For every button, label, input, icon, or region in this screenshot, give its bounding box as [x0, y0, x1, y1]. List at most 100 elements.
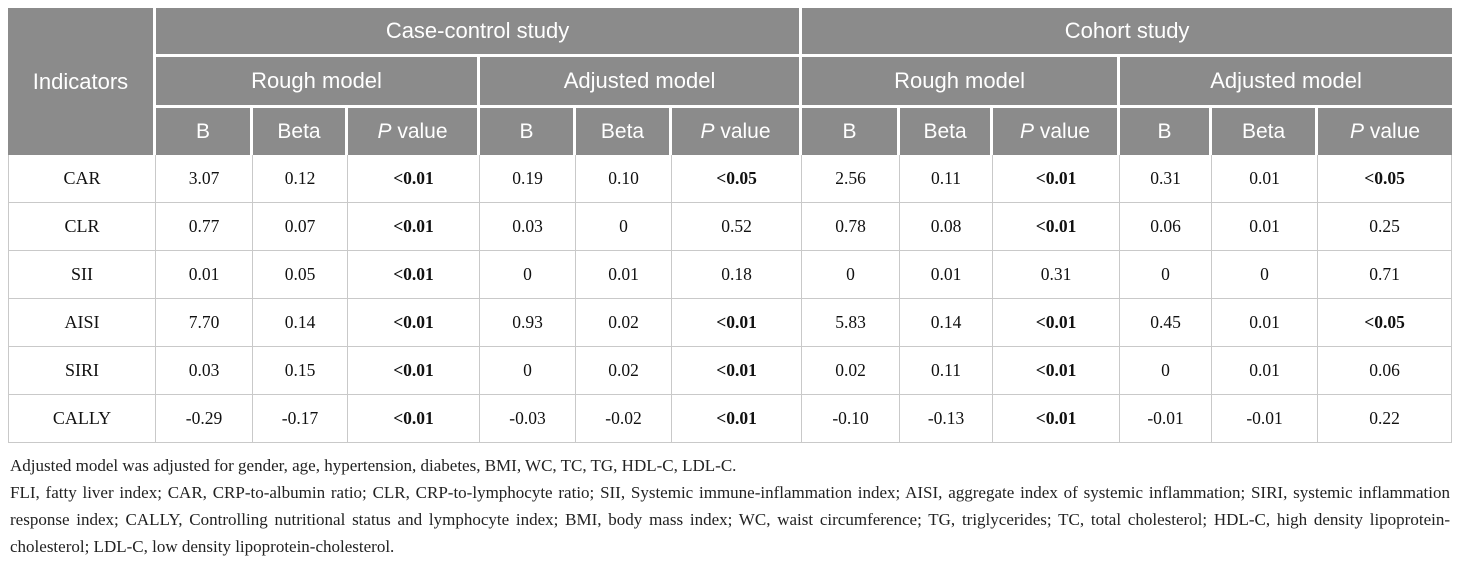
value-cell: 0.06 [1120, 203, 1213, 251]
header-p-value: P value [1318, 108, 1453, 155]
value-cell: 0.93 [480, 299, 576, 347]
value-cell: -0.13 [900, 395, 994, 443]
value-cell: 0.19 [480, 155, 576, 203]
value-cell: <0.01 [993, 395, 1121, 443]
value-cell: 0.01 [576, 251, 672, 299]
value-cell: 0.01 [1212, 347, 1319, 395]
value-cell: 0.08 [900, 203, 994, 251]
header-cohort-adjusted-model: Adjusted model [1120, 57, 1453, 108]
value-cell: <0.01 [348, 251, 480, 299]
value-cell: 0.25 [1318, 203, 1453, 251]
value-cell: 0.01 [1212, 203, 1319, 251]
table-body: CAR 3.07 0.12 <0.01 0.19 0.10 <0.05 2.56 0.11 <0.… [8, 155, 1453, 443]
value-cell: <0.05 [1318, 299, 1453, 347]
value-cell: <0.05 [1318, 155, 1453, 203]
value-cell: -0.01 [1212, 395, 1319, 443]
value-cell: 0.18 [672, 251, 803, 299]
value-cell: <0.01 [672, 299, 803, 347]
value-cell: <0.01 [672, 395, 803, 443]
table-row: CALLY -0.29 -0.17 <0.01 -0.03 -0.02 <0.01 -0.10… [8, 395, 1453, 443]
value-cell: <0.01 [348, 155, 480, 203]
row-indicator: AISI [8, 299, 156, 347]
value-cell: 0.11 [900, 347, 994, 395]
value-cell: <0.05 [672, 155, 803, 203]
value-cell: -0.29 [156, 395, 253, 443]
footnote-adjustment: Adjusted model was adjusted for gender, … [10, 456, 737, 475]
value-cell: 0.01 [900, 251, 994, 299]
value-cell: 0.07 [253, 203, 348, 251]
value-cell: 7.70 [156, 299, 253, 347]
value-cell: -0.10 [802, 395, 901, 443]
header-row-models: Rough model Adjusted model Rough model A… [8, 57, 1453, 108]
value-cell: 0.02 [576, 299, 672, 347]
header-cohort-rough-model: Rough model [802, 57, 1121, 108]
value-cell: 0 [1212, 251, 1319, 299]
row-indicator: SIRI [8, 347, 156, 395]
value-cell: <0.01 [993, 347, 1121, 395]
value-cell: 0.31 [1120, 155, 1213, 203]
value-cell: 0.45 [1120, 299, 1213, 347]
header-p-value: P value [672, 108, 803, 155]
header-b: B [156, 108, 253, 155]
value-cell: 0.03 [480, 203, 576, 251]
value-cell: <0.01 [348, 395, 480, 443]
table-row: SIRI 0.03 0.15 <0.01 0 0.02 <0.01 0.02 0.11 <0.01… [8, 347, 1453, 395]
value-cell: 0 [480, 251, 576, 299]
value-cell: 0.22 [1318, 395, 1453, 443]
value-cell: <0.01 [348, 203, 480, 251]
row-indicator: CAR [8, 155, 156, 203]
header-cohort-study: Cohort study [802, 8, 1453, 57]
value-cell: <0.01 [993, 155, 1121, 203]
value-cell: 0.31 [993, 251, 1121, 299]
header-cc-adjusted-model: Adjusted model [480, 57, 803, 108]
table-row: SII 0.01 0.05 <0.01 0 0.01 0.18 0 0.01 0.31 0 0 0.71 [8, 251, 1453, 299]
value-cell: 0.01 [156, 251, 253, 299]
header-beta: Beta [576, 108, 672, 155]
value-cell: 0.11 [900, 155, 994, 203]
value-cell: 0 [1120, 347, 1213, 395]
value-cell: 0.10 [576, 155, 672, 203]
table-row: CAR 3.07 0.12 <0.01 0.19 0.10 <0.05 2.56 0.11 <0.… [8, 155, 1453, 203]
value-cell: <0.01 [993, 203, 1121, 251]
value-cell: 0.12 [253, 155, 348, 203]
value-cell: -0.17 [253, 395, 348, 443]
header-beta: Beta [253, 108, 348, 155]
footnote-abbreviations: FLI, fatty liver index; CAR, CRP-to-albu… [10, 483, 1450, 556]
row-indicator: CALLY [8, 395, 156, 443]
table-row: CLR 0.77 0.07 <0.01 0.03 0 0.52 0.78 0.08 <0.01 0.… [8, 203, 1453, 251]
header-row-stats: B Beta P value B Beta P value B Beta P v… [8, 108, 1453, 155]
table-row: AISI 7.70 0.14 <0.01 0.93 0.02 <0.01 5.83 0.14 <0… [8, 299, 1453, 347]
value-cell: 0 [1120, 251, 1213, 299]
header-b: B [1120, 108, 1213, 155]
value-cell: 0.52 [672, 203, 803, 251]
value-cell: 0.15 [253, 347, 348, 395]
value-cell: <0.01 [672, 347, 803, 395]
row-indicator: CLR [8, 203, 156, 251]
value-cell: <0.01 [348, 299, 480, 347]
row-indicator: SII [8, 251, 156, 299]
value-cell: 0.14 [900, 299, 994, 347]
value-cell: 0.01 [1212, 299, 1319, 347]
value-cell: 5.83 [802, 299, 901, 347]
header-p-value: P value [993, 108, 1121, 155]
value-cell: 0 [802, 251, 901, 299]
value-cell: 0.78 [802, 203, 901, 251]
value-cell: 0.01 [1212, 155, 1319, 203]
value-cell: <0.01 [348, 347, 480, 395]
value-cell: 0.71 [1318, 251, 1453, 299]
value-cell: 0 [480, 347, 576, 395]
footnotes: Adjusted model was adjusted for gender, … [8, 452, 1452, 560]
value-cell: 0.02 [802, 347, 901, 395]
value-cell: <0.01 [993, 299, 1121, 347]
header-p-value: P value [348, 108, 480, 155]
value-cell: -0.02 [576, 395, 672, 443]
header-case-control-study: Case-control study [156, 8, 803, 57]
header-cc-rough-model: Rough model [156, 57, 480, 108]
table-header: Indicators Case-control study Cohort stu… [8, 8, 1453, 155]
header-b: B [480, 108, 576, 155]
header-indicators: Indicators [8, 8, 156, 155]
header-beta: Beta [900, 108, 994, 155]
value-cell: -0.01 [1120, 395, 1213, 443]
header-beta: Beta [1212, 108, 1319, 155]
